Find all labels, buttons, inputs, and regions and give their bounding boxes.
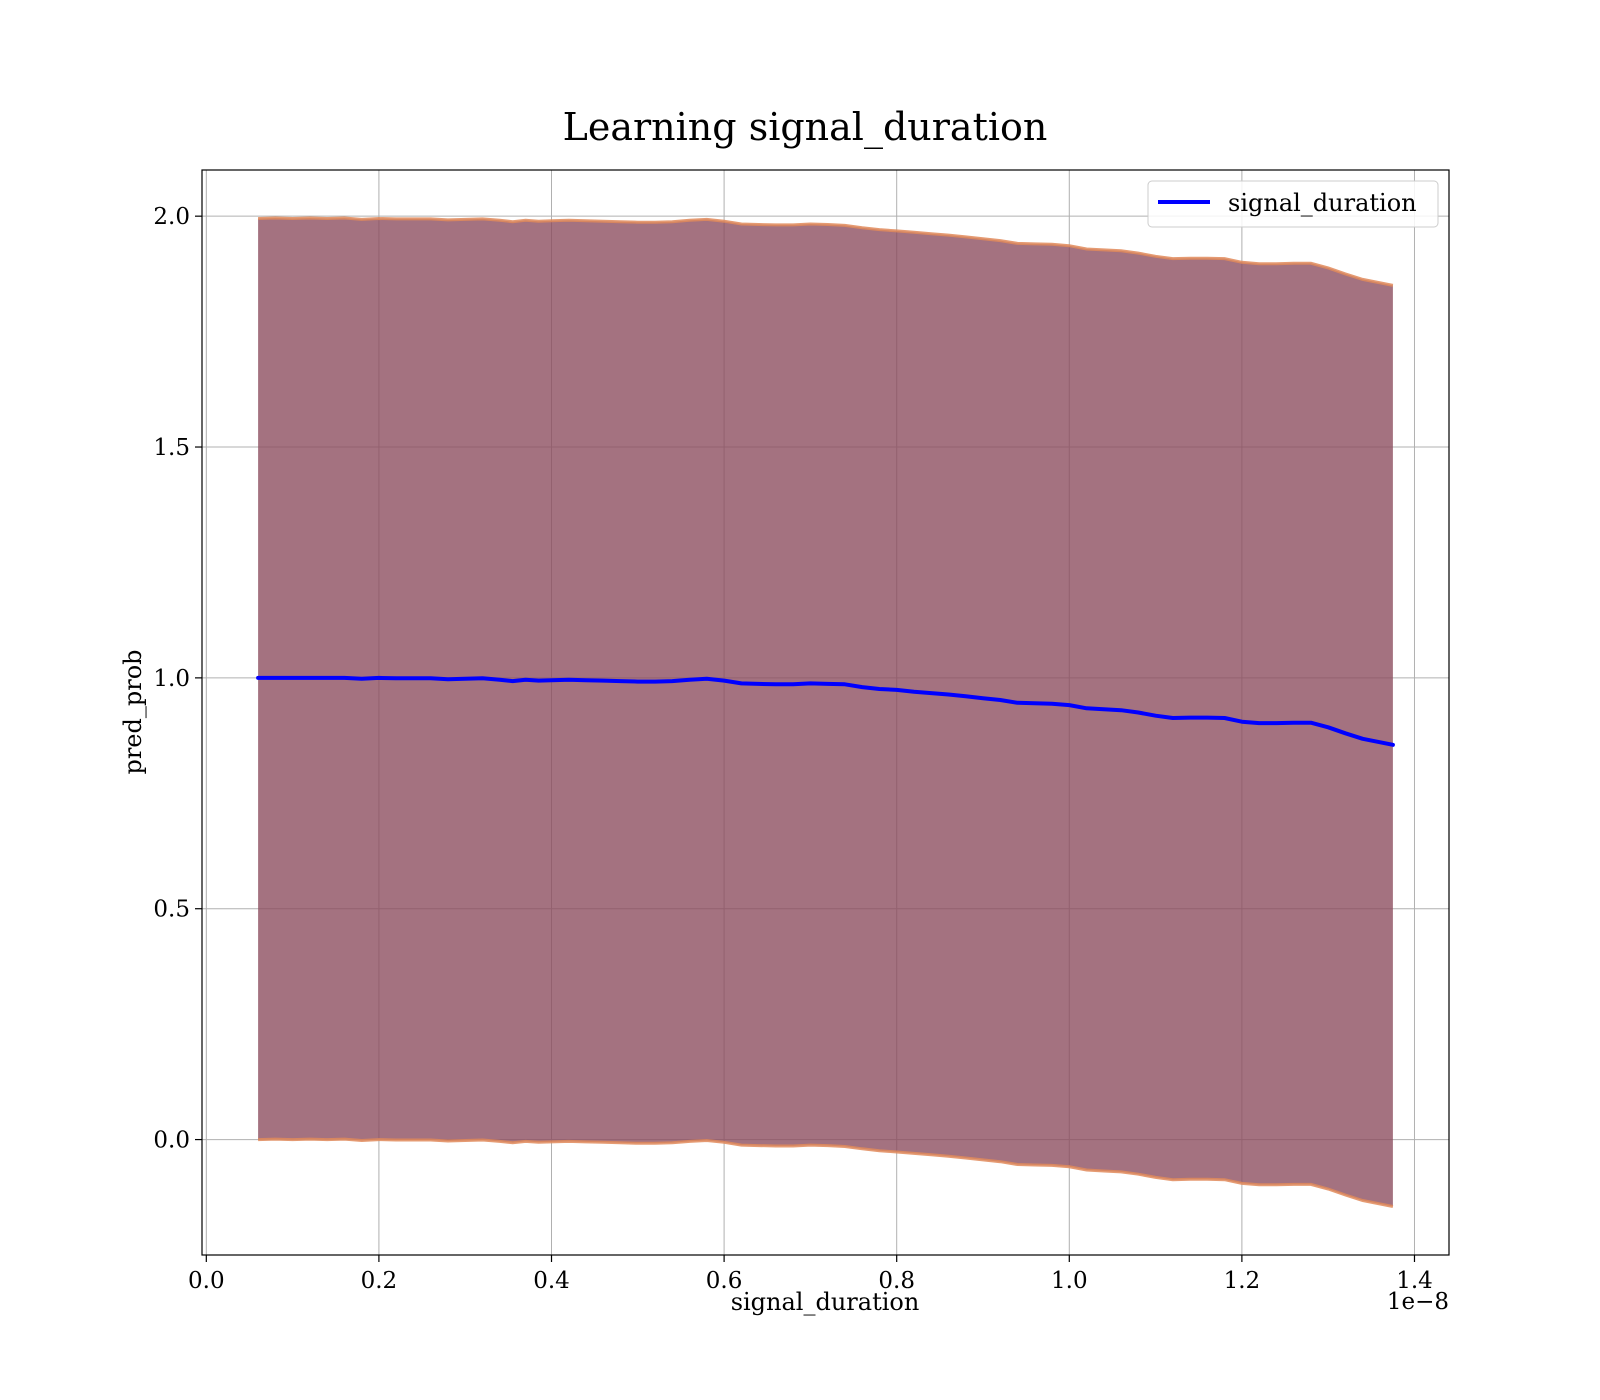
y-tick-label: 0.0 xyxy=(153,1128,190,1154)
band-lower-edge xyxy=(258,1137,1394,1208)
x-tick-label: 1.4 xyxy=(1396,1268,1433,1294)
series-line-signal-duration xyxy=(256,675,1395,747)
y-axis-ticks: 0.0 0.5 1.0 1.5 2.0 xyxy=(153,204,202,1154)
x-axis-offset-text: 1e−8 xyxy=(1387,1289,1449,1315)
plot-frame xyxy=(201,169,1450,1256)
y-axis-label: pred_prob xyxy=(119,649,147,774)
series-lines xyxy=(256,675,1395,747)
x-tick-label: 0.2 xyxy=(361,1268,398,1294)
x-tick-label: 0.6 xyxy=(706,1268,743,1294)
x-tick-label: 1.2 xyxy=(1224,1268,1261,1294)
legend-box xyxy=(1147,180,1439,228)
legend-label-signal-duration: signal_duration xyxy=(1228,189,1417,217)
y-tick-label: 1.0 xyxy=(153,666,190,692)
y-tick-label: 0.5 xyxy=(153,897,190,923)
legend: signal_duration xyxy=(1147,180,1439,228)
y-tick-label: 1.5 xyxy=(153,435,190,461)
y-tick-label: 2.0 xyxy=(153,204,190,230)
band-upper-edge xyxy=(258,216,1394,287)
x-axis-ticks: 0.0 0.2 0.4 0.6 0.8 1.0 1.2 1.4 xyxy=(188,1255,1433,1294)
band-area xyxy=(258,218,1393,1207)
x-tick-label: 0.0 xyxy=(188,1268,225,1294)
chart-title: Learning signal_duration xyxy=(563,105,1048,150)
x-tick-label: 1.0 xyxy=(1051,1268,1088,1294)
confidence-band xyxy=(258,216,1394,1208)
x-tick-label: 0.8 xyxy=(878,1268,915,1294)
x-tick-label: 0.4 xyxy=(533,1268,570,1294)
x-axis-label: signal_duration xyxy=(731,1288,920,1316)
